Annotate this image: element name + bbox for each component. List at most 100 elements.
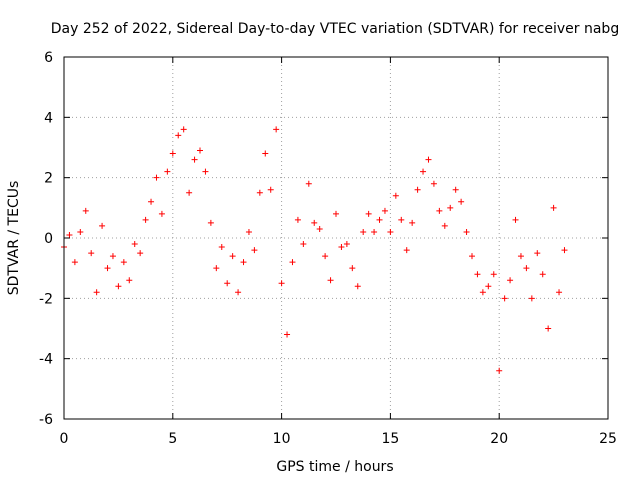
data-point	[218, 244, 225, 251]
chart-title: Day 252 of 2022, Sidereal Day-to-day VTE…	[51, 21, 619, 37]
data-point	[158, 210, 165, 217]
data-point	[539, 271, 546, 278]
data-point	[164, 168, 171, 175]
data-point	[523, 265, 530, 272]
data-point	[561, 247, 568, 254]
data-point	[109, 253, 116, 260]
data-point	[240, 259, 247, 266]
data-point	[360, 228, 367, 235]
data-point	[316, 225, 323, 232]
data-point	[333, 210, 339, 217]
data-point	[354, 283, 361, 290]
data-point	[82, 207, 89, 214]
data-point	[66, 231, 73, 238]
data-points	[61, 126, 568, 374]
data-point	[479, 289, 486, 296]
x-axis-label: GPS time / hours	[276, 459, 393, 475]
data-point	[327, 277, 334, 284]
data-point	[398, 216, 405, 223]
data-point	[294, 216, 301, 223]
data-point	[93, 289, 100, 296]
y-tick-label: -2	[39, 291, 53, 307]
grid	[64, 57, 608, 419]
data-point	[207, 219, 214, 226]
data-point	[322, 253, 329, 260]
x-tick-label: 0	[60, 431, 69, 447]
data-point	[436, 207, 443, 214]
data-point	[343, 241, 350, 248]
data-point	[148, 198, 155, 205]
data-point	[235, 289, 242, 296]
data-point	[512, 216, 519, 223]
data-point	[556, 289, 563, 296]
data-point	[387, 228, 394, 235]
data-point	[305, 180, 312, 187]
data-point	[517, 253, 524, 260]
data-point	[430, 180, 437, 187]
data-point	[496, 367, 503, 374]
data-point	[507, 277, 514, 284]
data-point	[425, 156, 432, 163]
data-point	[197, 147, 203, 154]
data-point	[441, 222, 448, 229]
data-point	[169, 150, 176, 157]
data-point	[463, 228, 470, 235]
data-point	[403, 247, 410, 254]
data-point	[381, 207, 388, 214]
data-point	[501, 295, 508, 302]
data-point	[267, 186, 274, 193]
data-point	[256, 189, 263, 196]
data-point	[528, 295, 535, 302]
data-point	[371, 228, 378, 235]
data-point	[175, 132, 182, 139]
data-point	[262, 150, 269, 157]
y-tick-label: 2	[44, 171, 53, 187]
x-tick-label: 15	[381, 431, 399, 447]
data-point	[126, 277, 133, 284]
data-point	[273, 126, 280, 133]
y-tick-label: 6	[44, 50, 53, 66]
data-point	[469, 253, 475, 260]
data-point	[534, 250, 541, 257]
y-tick-label: -4	[39, 352, 53, 368]
data-point	[409, 219, 416, 226]
x-tick-label: 5	[168, 431, 177, 447]
x-tick-label: 25	[599, 431, 617, 447]
data-point	[289, 259, 296, 266]
data-point	[142, 216, 149, 223]
data-point	[490, 271, 497, 278]
data-point	[349, 265, 356, 272]
data-point	[213, 265, 220, 272]
data-point	[474, 271, 481, 278]
data-point	[278, 280, 285, 287]
data-point	[224, 280, 231, 287]
data-point	[311, 219, 318, 226]
y-tick-label: 4	[44, 110, 53, 126]
data-point	[300, 241, 307, 248]
data-point	[392, 192, 399, 199]
data-point	[99, 222, 106, 229]
data-point	[447, 204, 454, 211]
data-point	[120, 259, 127, 266]
data-point	[414, 186, 421, 193]
data-point	[376, 216, 383, 223]
data-point	[153, 174, 160, 181]
data-point	[365, 210, 372, 217]
data-point	[545, 325, 552, 332]
y-tick-label: -6	[39, 412, 53, 428]
y-axis-label: SDTVAR / TECUs	[6, 181, 22, 296]
axis-ticks: 0 5 10 15 20 25 -6 -4 -2 0 2 4 6	[39, 50, 617, 447]
data-point	[338, 244, 345, 251]
data-point	[284, 331, 291, 338]
data-point	[550, 204, 557, 211]
data-point	[452, 186, 459, 193]
data-point	[245, 228, 252, 235]
data-point	[420, 168, 427, 175]
data-point	[202, 168, 209, 175]
data-point	[251, 247, 258, 254]
data-point	[131, 241, 138, 248]
data-point	[77, 228, 84, 235]
data-point	[458, 198, 465, 205]
data-point	[104, 265, 111, 272]
